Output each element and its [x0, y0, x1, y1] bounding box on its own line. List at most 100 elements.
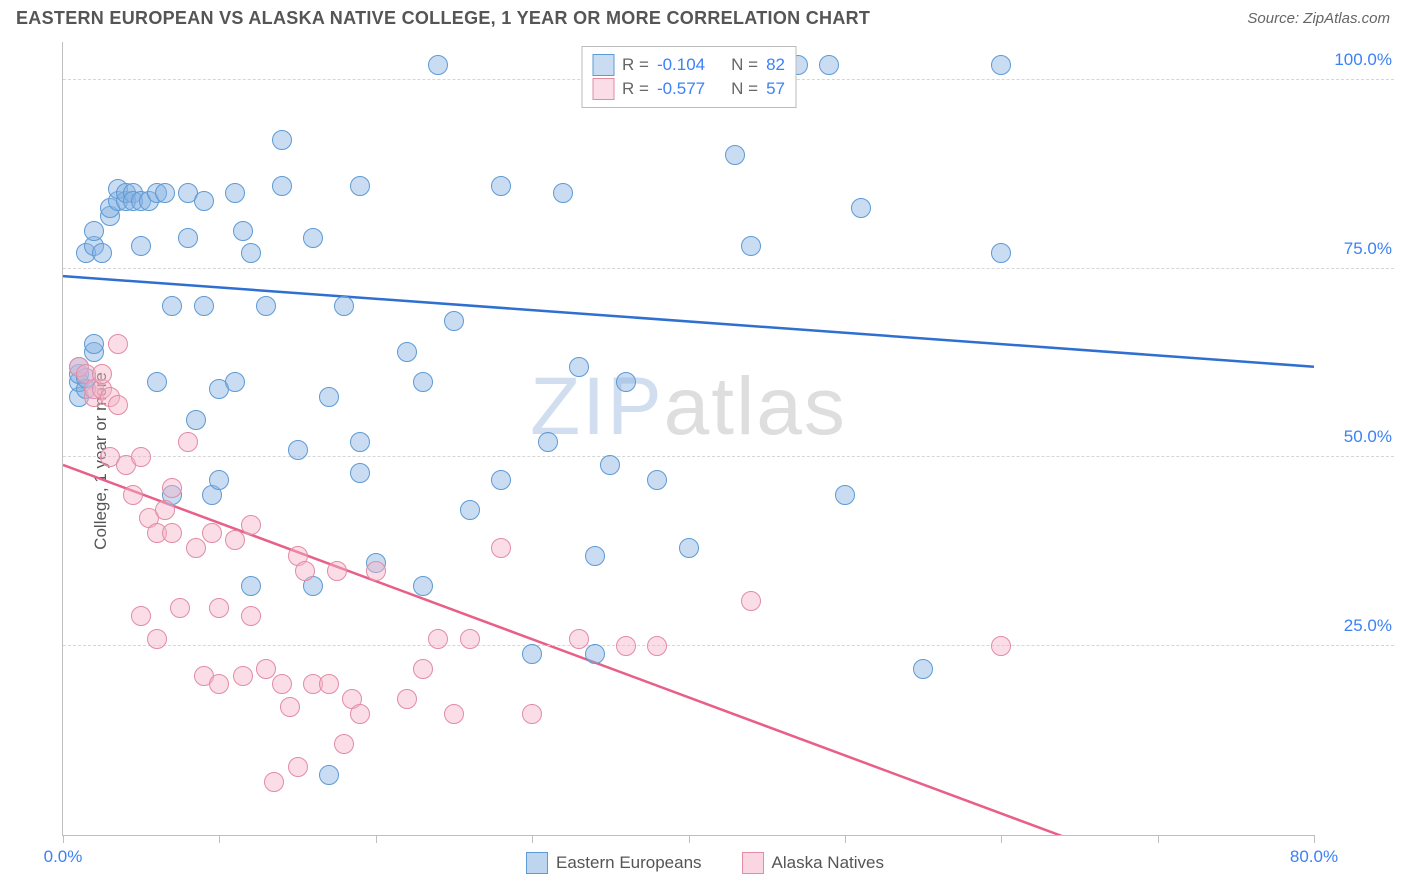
data-point — [413, 659, 433, 679]
data-point — [913, 659, 933, 679]
data-point — [538, 432, 558, 452]
chart-area: College, 1 year or more ZIPatlas R =-0.1… — [16, 42, 1394, 880]
data-point — [209, 470, 229, 490]
n-value: 57 — [766, 77, 785, 101]
data-point — [233, 666, 253, 686]
x-tick — [376, 835, 377, 843]
r-value: -0.104 — [657, 53, 705, 77]
data-point — [202, 523, 222, 543]
data-point — [162, 478, 182, 498]
data-point — [92, 243, 112, 263]
data-point — [413, 372, 433, 392]
data-point — [194, 296, 214, 316]
source-label: Source: ZipAtlas.com — [1247, 10, 1390, 27]
data-point — [295, 561, 315, 581]
trend-lines — [63, 42, 1314, 835]
data-point — [616, 636, 636, 656]
data-point — [225, 530, 245, 550]
data-point — [256, 296, 276, 316]
data-point — [585, 644, 605, 664]
data-point — [991, 243, 1011, 263]
data-point — [131, 236, 151, 256]
data-point — [178, 228, 198, 248]
data-point — [241, 576, 261, 596]
data-point — [350, 704, 370, 724]
trend-line — [63, 465, 1079, 835]
data-point — [147, 372, 167, 392]
legend-swatch — [592, 54, 614, 76]
data-point — [303, 228, 323, 248]
gridline — [63, 645, 1394, 646]
data-point — [108, 395, 128, 415]
data-point — [241, 243, 261, 263]
trend-line — [63, 276, 1314, 367]
series-legend: Eastern Europeans Alaska Natives — [526, 852, 884, 874]
data-point — [428, 629, 448, 649]
data-point — [319, 674, 339, 694]
data-point — [585, 546, 605, 566]
data-point — [397, 689, 417, 709]
legend-item: Eastern Europeans — [526, 852, 702, 874]
data-point — [460, 500, 480, 520]
data-point — [241, 515, 261, 535]
data-point — [272, 674, 292, 694]
data-point — [84, 334, 104, 354]
data-point — [413, 576, 433, 596]
data-point — [647, 470, 667, 490]
data-point — [288, 757, 308, 777]
x-tick — [689, 835, 690, 843]
data-point — [288, 440, 308, 460]
data-point — [725, 145, 745, 165]
data-point — [991, 55, 1011, 75]
y-tick-label: 75.0% — [1344, 239, 1392, 259]
x-tick — [1314, 835, 1315, 843]
data-point — [851, 198, 871, 218]
data-point — [491, 538, 511, 558]
data-point — [272, 130, 292, 150]
data-point — [334, 296, 354, 316]
title-bar: EASTERN EUROPEAN VS ALASKA NATIVE COLLEG… — [0, 0, 1406, 33]
data-point — [600, 455, 620, 475]
data-point — [522, 644, 542, 664]
legend-row: R =-0.104N =82 — [592, 53, 785, 77]
x-tick — [63, 835, 64, 843]
watermark-rest: atlas — [664, 361, 847, 452]
n-label: N = — [731, 53, 758, 77]
gridline — [63, 268, 1394, 269]
data-point — [155, 500, 175, 520]
data-point — [225, 183, 245, 203]
x-tick — [532, 835, 533, 843]
legend-swatch — [526, 852, 548, 874]
source-prefix: Source: — [1247, 10, 1303, 27]
data-point — [616, 372, 636, 392]
data-point — [264, 772, 284, 792]
data-point — [327, 561, 347, 581]
data-point — [350, 463, 370, 483]
data-point — [233, 221, 253, 241]
source-name: ZipAtlas.com — [1303, 10, 1390, 27]
legend-item: Alaska Natives — [742, 852, 884, 874]
x-tick — [219, 835, 220, 843]
legend-label: Eastern Europeans — [556, 853, 702, 873]
data-point — [460, 629, 480, 649]
data-point — [131, 447, 151, 467]
legend-label: Alaska Natives — [772, 853, 884, 873]
r-label: R = — [622, 53, 649, 77]
data-point — [280, 697, 300, 717]
data-point — [334, 734, 354, 754]
data-point — [319, 387, 339, 407]
plot-region: ZIPatlas R =-0.104N =82R =-0.577N =57 25… — [62, 42, 1314, 836]
legend-swatch — [592, 78, 614, 100]
data-point — [84, 221, 104, 241]
data-point — [741, 591, 761, 611]
data-point — [350, 432, 370, 452]
data-point — [162, 523, 182, 543]
data-point — [679, 538, 699, 558]
data-point — [209, 674, 229, 694]
data-point — [147, 629, 167, 649]
data-point — [194, 191, 214, 211]
correlation-legend: R =-0.104N =82R =-0.577N =57 — [581, 46, 796, 108]
data-point — [186, 538, 206, 558]
data-point — [170, 598, 190, 618]
data-point — [819, 55, 839, 75]
